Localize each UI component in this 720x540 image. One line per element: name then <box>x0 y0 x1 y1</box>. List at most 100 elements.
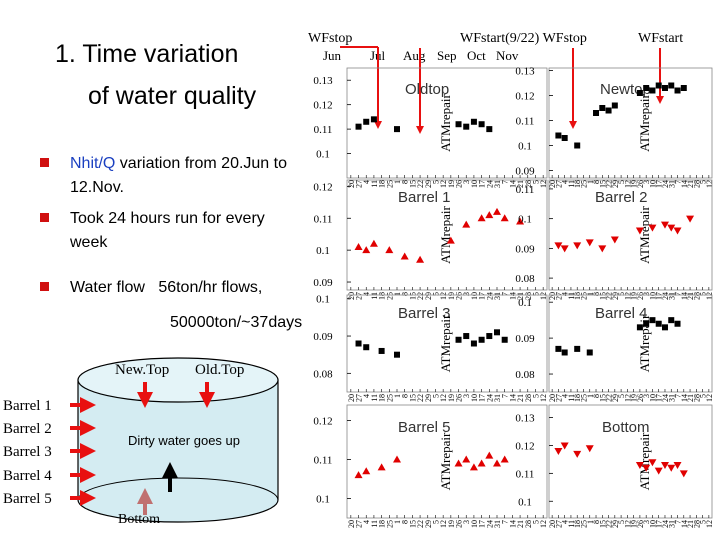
point <box>470 340 477 347</box>
repair-label: ATMrepair <box>637 93 652 151</box>
x-tick-label: 4 <box>362 292 371 296</box>
x-tick-label: 12 <box>623 520 632 528</box>
x-tick-label: 29 <box>611 292 620 300</box>
x-tick-label: 19 <box>447 180 456 188</box>
x-tick-label: 20 <box>347 520 356 528</box>
x-tick-label: 14 <box>680 180 689 188</box>
x-tick-label: 29 <box>611 520 620 528</box>
x-tick-label: 5 <box>431 292 440 296</box>
month-label: Jun <box>323 48 342 63</box>
y-tick-label: 0.1 <box>316 294 330 306</box>
point <box>635 461 644 469</box>
x-tick-label: 24 <box>661 520 670 528</box>
x-tick-label: 17 <box>655 520 664 528</box>
x-tick-label: 4 <box>561 520 570 524</box>
y-tick-label: 0.08 <box>313 368 333 380</box>
y-tick-label: 0.11 <box>516 468 535 480</box>
point <box>377 463 386 471</box>
point <box>649 317 656 324</box>
x-tick-label: 31 <box>667 292 676 300</box>
x-tick-label: 25 <box>385 180 394 188</box>
point <box>561 135 568 141</box>
x-tick-label: 10 <box>470 394 479 402</box>
point <box>610 236 619 244</box>
x-tick-label: 26 <box>455 394 464 402</box>
x-tick-label: 7 <box>501 292 510 296</box>
y-tick-label: 0.13 <box>313 75 333 87</box>
x-tick-label: 31 <box>667 520 676 528</box>
x-tick-label: 14 <box>680 292 689 300</box>
point <box>501 336 508 343</box>
tank-top <box>77 357 279 403</box>
x-tick-label: 29 <box>611 394 620 402</box>
point <box>477 214 486 222</box>
x-tick-label: 1 <box>586 520 595 524</box>
point <box>393 455 401 463</box>
point <box>668 82 675 89</box>
x-tick-label: 5 <box>531 292 540 296</box>
x-tick-label: 11 <box>567 292 576 300</box>
repair-label: ATMrepair <box>438 432 453 490</box>
point <box>573 450 582 458</box>
point <box>674 87 681 94</box>
barrel-label: Barrel 2 <box>3 421 52 437</box>
x-tick-label: 22 <box>416 292 425 300</box>
x-tick-label: 7 <box>674 520 683 524</box>
x-tick-label: 8 <box>592 394 601 398</box>
x-tick-label: 20 <box>548 292 557 300</box>
point <box>493 207 501 215</box>
x-tick-label: 5 <box>617 292 626 296</box>
x-tick-label: 21 <box>686 394 695 402</box>
point <box>643 85 650 91</box>
repair-label: ATMrepair <box>637 432 652 490</box>
x-tick-label: 5 <box>531 394 540 398</box>
x-tick-label: 25 <box>579 180 588 188</box>
x-tick-label: 5 <box>699 520 708 524</box>
x-tick-label: 12 <box>623 180 632 188</box>
x-tick-label: 29 <box>424 292 433 300</box>
plot-frame <box>548 67 713 179</box>
point <box>635 227 644 235</box>
x-tick-label: 26 <box>636 520 645 528</box>
point <box>611 102 618 109</box>
plot-frame <box>548 179 713 291</box>
wf-label: WFstop <box>308 31 352 46</box>
x-tick-label: 5 <box>617 394 626 398</box>
point <box>598 245 607 253</box>
x-tick-label: 3 <box>642 292 651 296</box>
chart-panel: 0.090.10.110.120.13202741118251815222951… <box>515 66 713 189</box>
month-label: Aug <box>403 48 426 63</box>
point <box>462 455 471 463</box>
point <box>394 351 400 358</box>
chart-panel: 0.080.090.10.112027411182518152229512192… <box>515 179 714 300</box>
point <box>463 123 470 130</box>
panel-title: Barrel 4 <box>595 305 648 322</box>
x-tick-label: 17 <box>655 394 664 402</box>
point <box>400 252 409 260</box>
x-tick-label: 31 <box>493 394 502 402</box>
x-tick-label: 19 <box>447 394 456 402</box>
x-tick-label: 27 <box>554 520 563 528</box>
x-tick-label: 28 <box>692 180 701 188</box>
x-tick-label: 10 <box>648 180 657 188</box>
point <box>555 132 562 139</box>
x-tick-label: 11 <box>370 180 379 188</box>
x-tick-label: 31 <box>493 180 502 188</box>
y-tick-label: 0.09 <box>515 166 535 178</box>
point <box>363 118 370 125</box>
bullet-line: Water flow 56ton/hr flows, <box>70 279 262 296</box>
point <box>354 471 363 479</box>
x-tick-label: 24 <box>485 292 494 300</box>
x-tick-label: 10 <box>648 394 657 402</box>
bottom-label: Bottom <box>118 512 160 527</box>
point <box>593 110 600 116</box>
point <box>654 467 663 475</box>
x-tick-label: 18 <box>573 180 582 188</box>
point <box>585 239 594 247</box>
x-tick-label: 22 <box>416 520 425 528</box>
chart-panel: 0.10.110.120.132027411182518152229512192… <box>313 67 548 188</box>
x-tick-label: 11 <box>567 520 576 528</box>
x-tick-label: 28 <box>524 394 533 402</box>
bullet-highlight: Nhit/Q <box>70 155 115 172</box>
